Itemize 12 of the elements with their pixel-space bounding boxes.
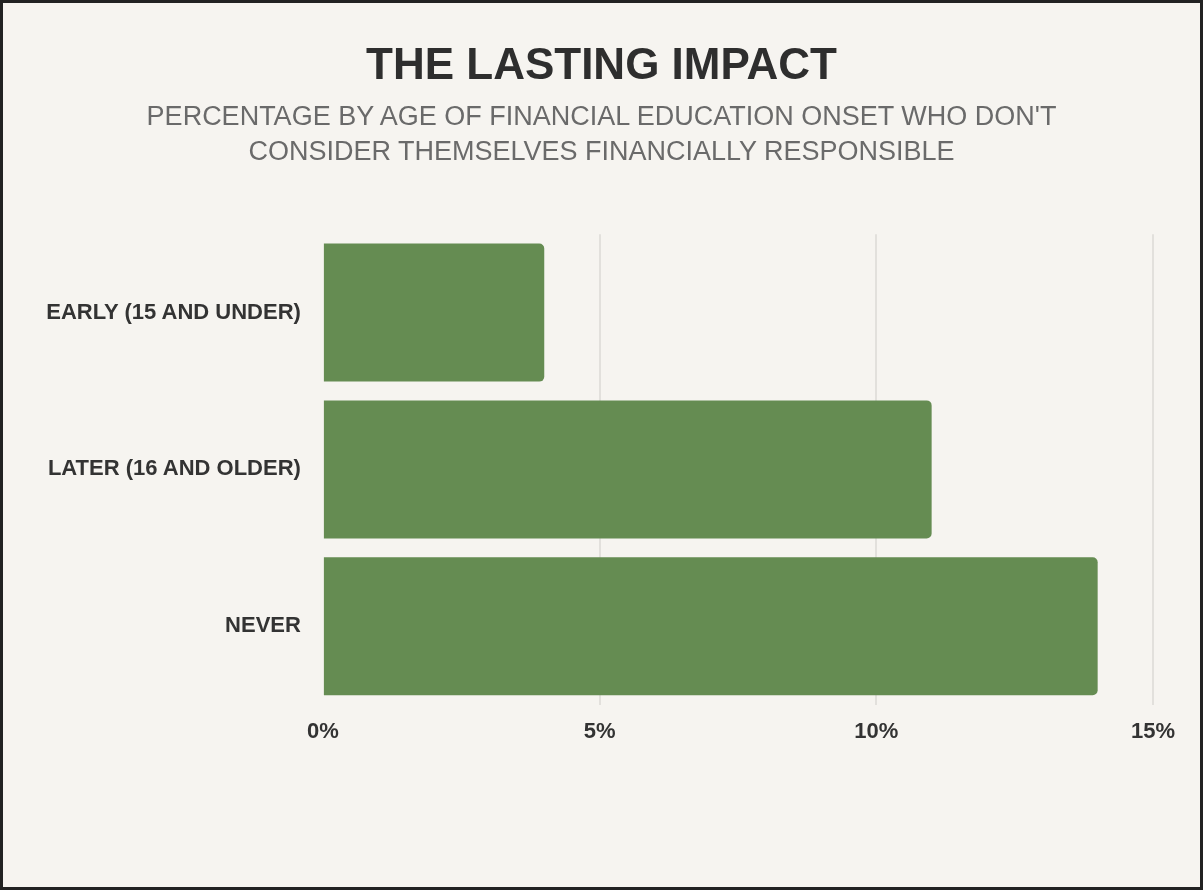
y-tick-label: LATER (16 AND OLDER) — [47, 455, 301, 481]
bar — [323, 557, 1098, 696]
chart-subtitle: PERCENTAGE BY AGE OF FINANCIAL EDUCATION ONSET WHO DON'T CONSIDER THEMSELVES FINANCIALLY RESPONSIBLE — [145, 100, 1058, 169]
chart-title: THE LASTING IMPACT — [365, 39, 838, 89]
y-tick-label: EARLY (15 AND UNDER) — [46, 298, 301, 324]
bar — [323, 243, 545, 382]
x-tick-label: 0% — [306, 718, 339, 744]
bar — [323, 400, 932, 539]
x-tick-label: 10% — [854, 718, 899, 744]
x-tick-label: 15% — [1130, 718, 1176, 744]
x-tick-label: 5% — [583, 718, 616, 744]
y-tick-label: NEVER — [225, 612, 301, 638]
